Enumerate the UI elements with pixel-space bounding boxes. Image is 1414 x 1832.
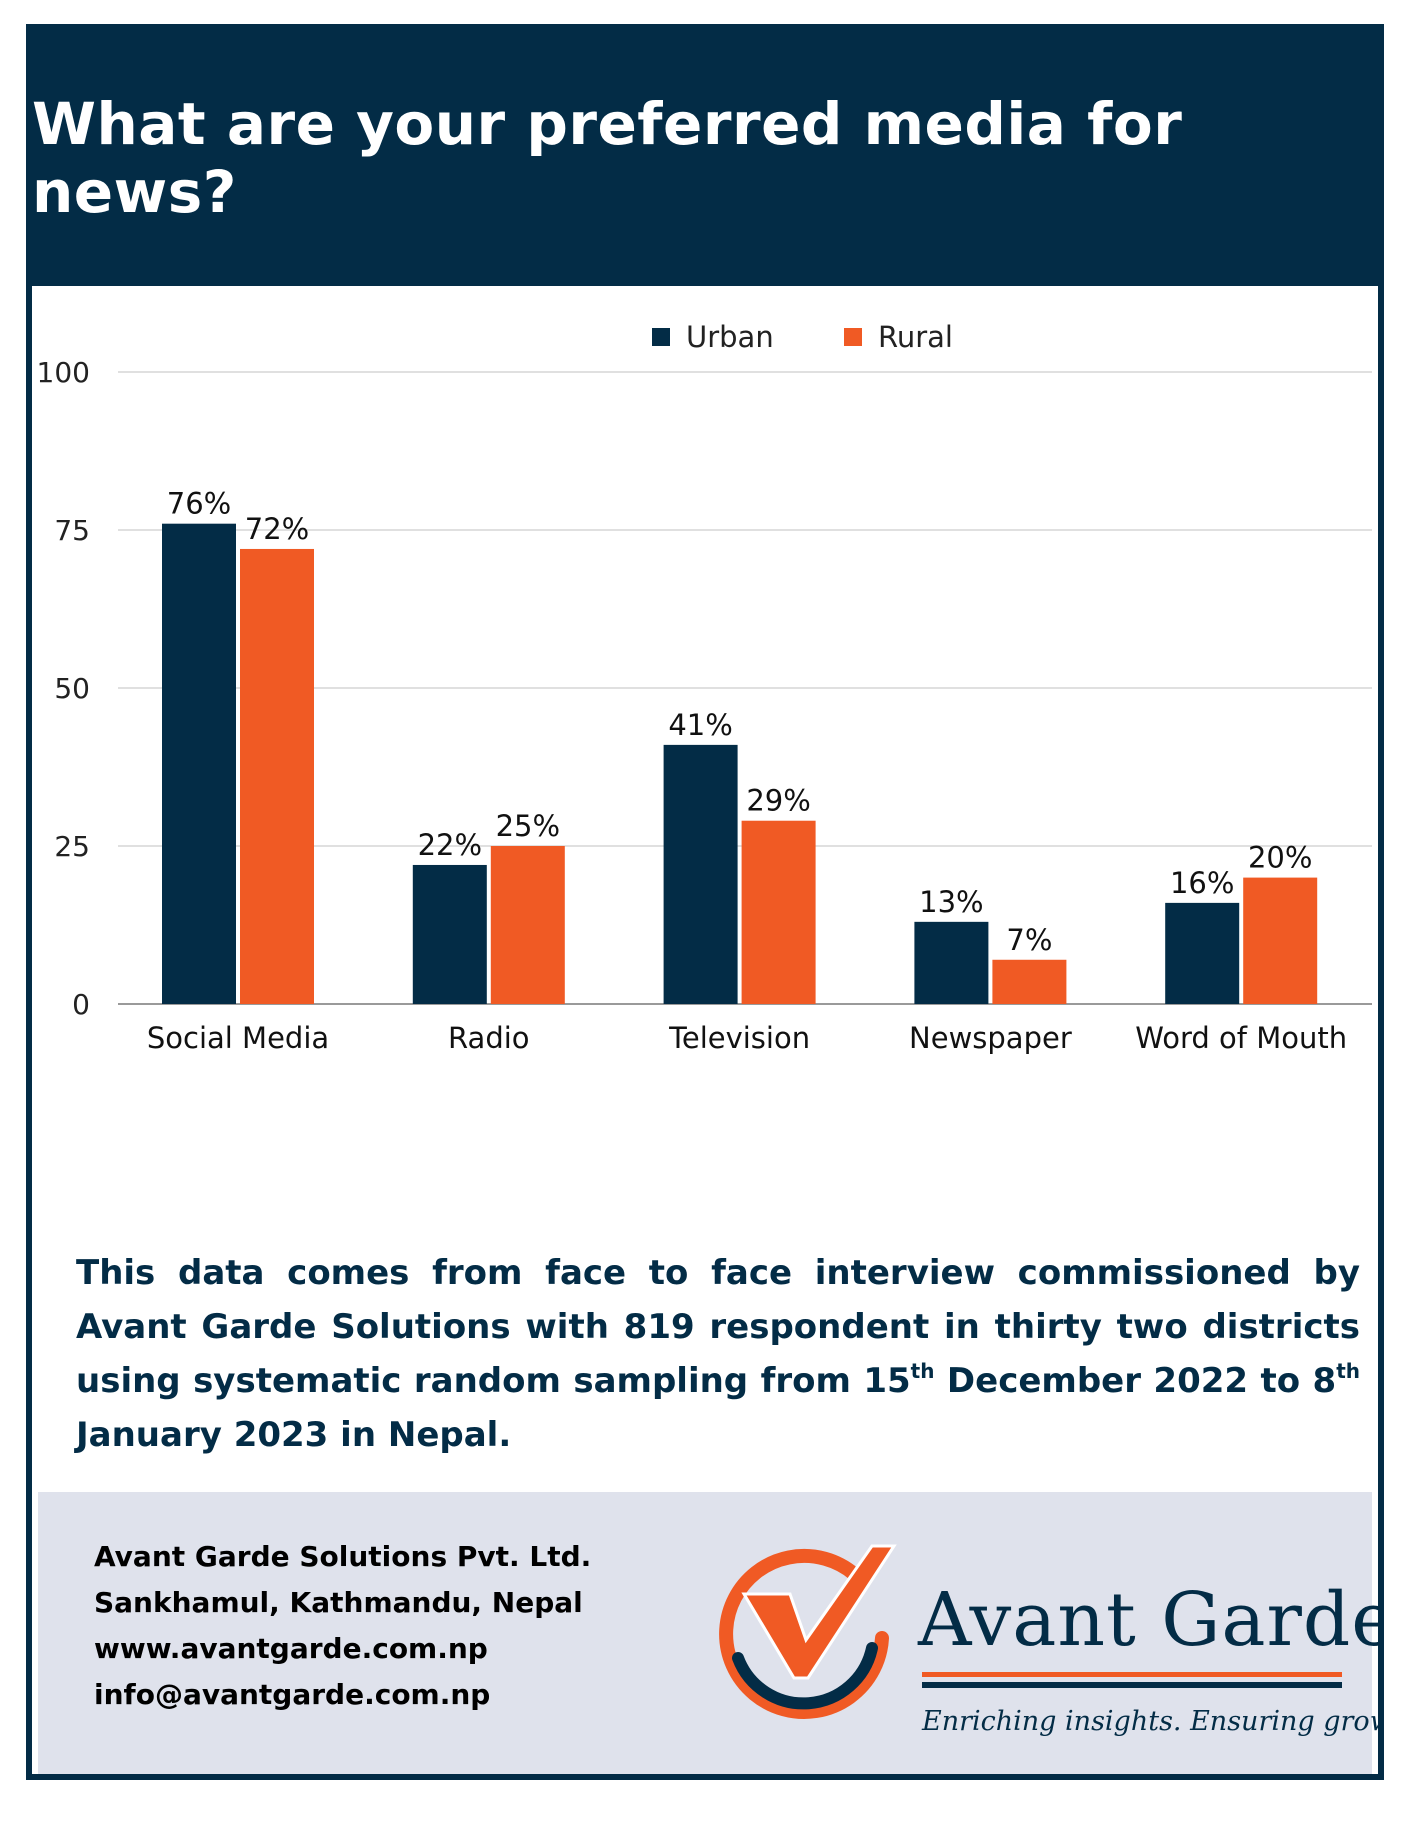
bar-urban (412, 864, 487, 1004)
x-tick-label: Radio (448, 1021, 530, 1055)
note-text-3: January 2023 in Nepal. (76, 1415, 512, 1455)
bar-rural (240, 548, 314, 1004)
bar-rural (741, 820, 816, 1004)
y-tick-label: 25 (54, 830, 90, 863)
footer: Avant Garde Solutions Pvt. Ltd. Sankhamu… (38, 1492, 1378, 1774)
data-label: 22% (418, 828, 482, 862)
x-tick-label: Social Media (147, 1021, 329, 1055)
data-label: 13% (919, 885, 983, 919)
brand-name: Avant Garde (918, 1577, 1384, 1663)
brand-rule-navy (922, 1682, 1342, 1688)
methodology-note: This data comes from face to face interv… (76, 1246, 1360, 1462)
checkmark-circle-logo-icon (719, 1544, 897, 1719)
y-tick-label: 50 (54, 672, 90, 705)
infographic-frame: What are your preferred media for news? … (26, 24, 1384, 1780)
bar-rural (490, 846, 565, 1004)
contact-block: Avant Garde Solutions Pvt. Ltd. Sankhamu… (94, 1534, 591, 1718)
legend-label: Rural (878, 320, 953, 354)
x-tick-label: Newspaper (909, 1021, 1072, 1055)
company-logo: Avant Garde Enriching insights. Ensuring… (704, 1528, 1378, 1748)
y-tick-label: 75 (54, 514, 90, 547)
y-tick-label: 0 (72, 988, 90, 1021)
company-address: Sankhamul, Kathmandu, Nepal (94, 1586, 583, 1619)
note-text-2: December 2022 to 8 (934, 1361, 1337, 1401)
brand-tagline: Enriching insights. Ensuring growth. (922, 1706, 1384, 1737)
data-label: 29% (746, 784, 810, 818)
bar-rural (992, 959, 1067, 1004)
data-label: 72% (245, 512, 309, 546)
bar-urban (914, 921, 989, 1004)
company-website: www.avantgarde.com.np (94, 1632, 488, 1665)
bar-urban (663, 744, 738, 1004)
data-label: 76% (167, 487, 231, 521)
bar-rural (1243, 877, 1318, 1004)
legend-swatch-rural (844, 328, 862, 346)
legend-label: Urban (686, 320, 774, 354)
note-text-1: This data comes from face to face interv… (76, 1253, 1360, 1401)
company-email: info@avantgarde.com.np (94, 1678, 491, 1711)
bar-chart: 0 25 50 75 100 76% 72% Social Media 22% 25% Radio 4… (37, 320, 1372, 1055)
company-name: Avant Garde Solutions Pvt. Ltd. (94, 1540, 592, 1573)
data-label: 41% (668, 708, 732, 742)
header-banner: What are your preferred media for news? (32, 30, 1378, 286)
data-label: 7% (1006, 923, 1052, 957)
x-tick-label: Television (668, 1021, 810, 1055)
data-label: 25% (496, 809, 560, 843)
y-tick-label: 100 (37, 356, 90, 389)
page-title: What are your preferred media for news? (32, 90, 1183, 226)
brand-rule-orange (922, 1672, 1342, 1677)
bar-urban (1165, 902, 1240, 1004)
x-tick-label: Word of Mouth (1135, 1021, 1347, 1055)
note-superscript-1: th (910, 1359, 935, 1383)
bar-urban (162, 523, 236, 1004)
note-superscript-2: th (1336, 1359, 1360, 1383)
data-label: 20% (1248, 841, 1312, 875)
data-label: 16% (1170, 866, 1234, 900)
legend-swatch-urban (652, 328, 670, 346)
